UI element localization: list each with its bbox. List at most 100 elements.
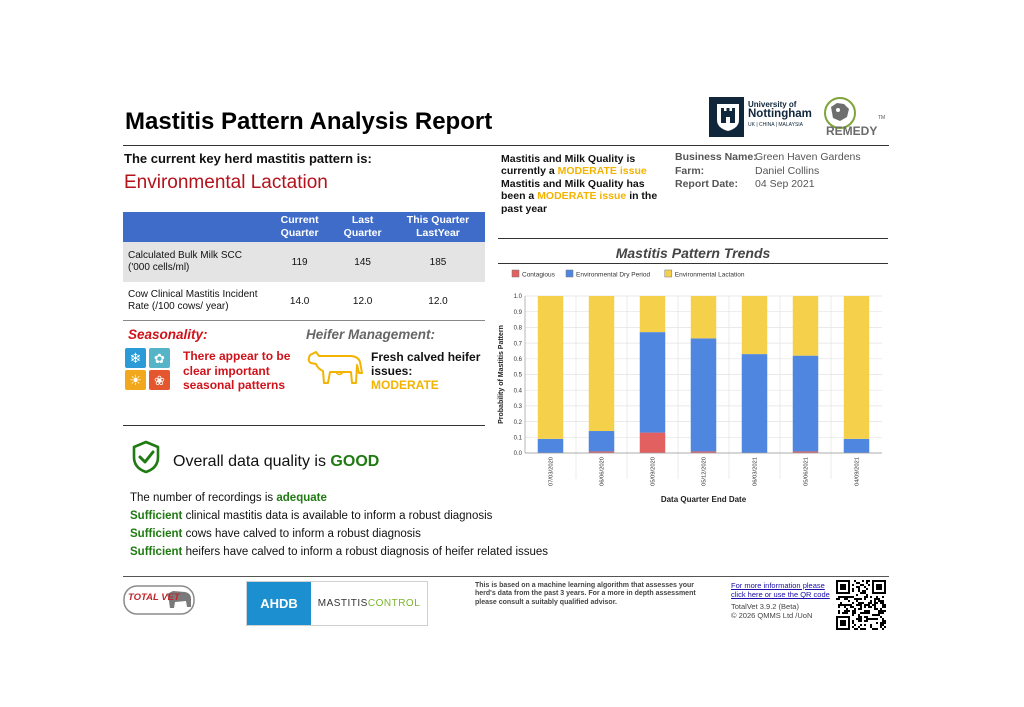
milk-quality-status: Mastitis and Milk Quality is currently a… [501, 153, 671, 215]
bar-segment [690, 451, 717, 453]
status-line2a: Mastitis and Milk Quality has [501, 177, 645, 190]
x-tick-label: 07/03/2020 [549, 457, 555, 486]
x-tick-label: 06/03/2021 [753, 457, 759, 486]
ahdb-wordmark: AHDB [247, 582, 311, 625]
shield-check-icon [132, 440, 160, 474]
remedy-wordmark: REMEDY [826, 124, 877, 138]
svg-text:✿: ✿ [154, 352, 165, 367]
farm-label: Farm: [675, 164, 705, 177]
table-cell: 145 [334, 242, 392, 282]
table-cell: 185 [391, 242, 485, 282]
y-tick-label: 0.6 [514, 357, 523, 363]
bar-segment [843, 438, 870, 453]
status-past-level: MODERATE issue [537, 190, 627, 203]
totalvet-wordmark: TOTAL VET [128, 592, 181, 603]
legend-label: Environmental Dry Period [576, 272, 650, 279]
seasonality-heading: Seasonality: [128, 327, 208, 342]
data-quality-value: GOOD [330, 453, 380, 470]
key-pattern-label: The current key herd mastitis pattern is… [124, 151, 372, 166]
bar-segment [639, 332, 666, 433]
bar-segment [792, 451, 819, 453]
data-quality-details: The number of recordings is adequate Suf… [130, 489, 548, 561]
bar-segment [690, 338, 717, 452]
business-name-value: Green Haven Gardens [755, 151, 861, 163]
business-name-label: Business Name: [675, 151, 757, 163]
remedy-logo: REMEDY TM [824, 97, 885, 138]
table-row: Cow Clinical Mastitis Incident Rate (/10… [123, 282, 485, 320]
section-divider [123, 425, 485, 426]
uon-line2: Nottingham [748, 108, 812, 120]
status-current-level: MODERATE issue [557, 165, 647, 178]
x-tick-label: 04/09/2021 [855, 457, 861, 486]
chart-axes: 0.0 0.1 0.2 0.3 0.4 0.5 0.6 0.7 0.8 0.9 1.0 07/03/2… [498, 294, 882, 504]
heifer-issues-level: MODERATE [371, 378, 439, 392]
totalvet-logo: TOTAL VET [123, 585, 195, 615]
mastitis-control-wordmark: MASTITIS CONTROL [311, 582, 427, 625]
key-metrics-table: Current Quarter Last Quarter This Quarte… [123, 212, 485, 320]
y-tick-label: 0.3 [514, 404, 523, 410]
heifer-management-heading: Heifer Management: [306, 327, 436, 342]
chart-title: Mastitis Pattern Trends [615, 245, 771, 261]
more-info-link[interactable]: For more information please click here o… [731, 581, 830, 599]
remedy-tm: TM [878, 115, 885, 121]
report-date-label: Report Date: [675, 178, 739, 190]
footer-divider [123, 576, 889, 577]
bar-segment [843, 296, 870, 439]
mastitis-pattern-chart: Contagious Environmental Dry Period Enviro… [498, 269, 882, 504]
table-header-current: Current Quarter [265, 212, 335, 242]
sufficiency-text: cows have calved to inform a robust diag… [185, 528, 421, 540]
bar-segment [792, 296, 819, 356]
legend-swatch [565, 269, 574, 278]
seasons-icon: ❄ ✿ ☀ ❀ [125, 348, 170, 390]
ahdb-mastitis-control-logo: AHDB MASTITIS CONTROL [246, 581, 428, 626]
copyright-text: © 2026 QMMS Ltd /UoN [731, 611, 813, 620]
sufficiency-text: clinical mastitis data is available to i… [185, 510, 493, 522]
y-tick-label: 0.5 [514, 373, 523, 379]
data-quality-summary: Overall data quality is GOOD [173, 453, 379, 471]
farm-value: Daniel Collins [755, 164, 820, 177]
y-tick-label: 1.0 [514, 294, 523, 300]
list-item: Sufficient clinical mastitis data is ava… [130, 507, 548, 525]
x-tick-label: 05/06/2021 [804, 457, 810, 486]
status-line2c: in the past year [501, 190, 658, 215]
recordings-text: The number of recordings is [130, 492, 274, 504]
y-tick-label: 0.8 [514, 326, 523, 332]
chart-top-divider [498, 238, 888, 239]
castle-crest-icon [712, 99, 744, 135]
business-info: Business Name: Green Haven Gardens Farm: D… [675, 151, 861, 192]
table-header-last-year: This Quarter LastYear [391, 212, 485, 242]
sufficiency-text: heifers have calved to inform a robust d… [185, 546, 549, 558]
x-axis-label: Data Quarter End Date [661, 495, 747, 504]
table-header-row: Current Quarter Last Quarter This Quarte… [123, 212, 485, 242]
bar-segment [639, 296, 666, 333]
title-divider [123, 145, 889, 146]
legend-label: Contagious [522, 272, 556, 279]
list-item: Sufficient heifers have calved to inform… [130, 543, 548, 561]
qr-code[interactable] [836, 579, 886, 631]
bar-segment [588, 296, 615, 432]
bar-segment [588, 451, 615, 453]
cow-icon [307, 351, 363, 384]
report-date-value: 04 Sep 2021 [755, 178, 815, 190]
y-tick-label: 0.1 [514, 436, 523, 442]
disclaimer: This is based on a machine learning algo… [475, 582, 696, 606]
table-cell: 14.0 [265, 282, 335, 320]
list-item: The number of recordings is adequate [130, 489, 548, 507]
control-word: CONTROL [367, 598, 421, 609]
key-pattern-value: Environmental Lactation [124, 172, 328, 193]
svg-text:❄: ❄ [130, 351, 142, 367]
x-tick-label: 05/12/2020 [702, 457, 708, 486]
chart-legend: Contagious Environmental Dry Period Enviro… [511, 269, 745, 279]
version-text: TotalVet 3.9.2 (Beta) [731, 602, 799, 611]
chart-bars [537, 296, 870, 453]
sufficiency-flag: Sufficient [130, 546, 183, 558]
bar-segment [537, 438, 564, 453]
y-tick-label: 0.2 [514, 420, 523, 426]
uon-line3: UK | CHINA | MALAYSIA [748, 121, 804, 128]
x-tick-label: 05/09/2020 [651, 457, 657, 486]
legend-swatch [511, 269, 520, 278]
report-title: Mastitis Pattern Analysis Report [125, 108, 493, 135]
table-header-last: Last Quarter [334, 212, 392, 242]
status-line1a: Mastitis and Milk Quality is [501, 153, 636, 165]
svg-text:❀: ❀ [154, 374, 165, 389]
